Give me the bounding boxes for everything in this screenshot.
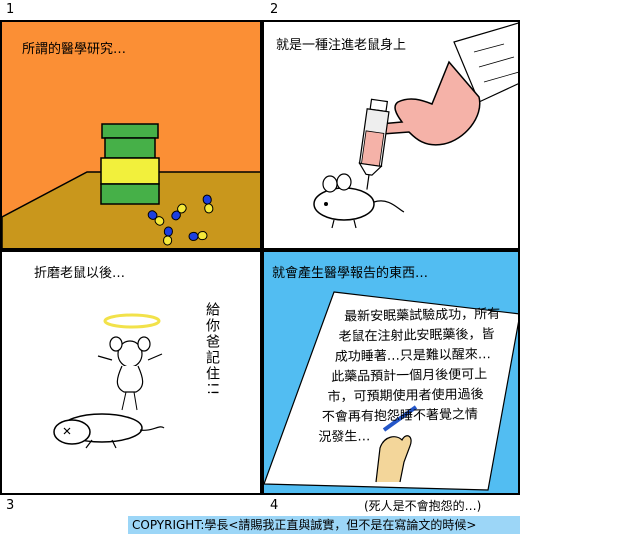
- panel-number-3: 3: [6, 498, 15, 513]
- capsule: [163, 226, 173, 246]
- syringe: [358, 98, 390, 190]
- panel-4-illustration: [264, 291, 518, 491]
- panel-1-illustration: [2, 123, 260, 248]
- dead-mouse: [53, 413, 165, 449]
- panel-number-4: 4: [270, 498, 279, 513]
- report-line: 此藥品預計一個月後便可上: [331, 367, 488, 385]
- lab-coat-sleeve: [453, 22, 518, 103]
- capsule: [202, 194, 214, 214]
- writing-hand: [375, 405, 418, 483]
- capsule: [147, 210, 165, 226]
- report-line: 市，可預期使用者使用過後: [327, 387, 484, 405]
- ghost-mouse: [97, 336, 163, 411]
- report-line: 成功睡著…只是難以醒來…: [334, 347, 491, 365]
- report-line: 最新安眠藥試驗成功，所有: [344, 306, 501, 325]
- panel-number-1: 1: [6, 2, 15, 17]
- gloved-hand: [374, 60, 481, 146]
- capsule: [188, 231, 208, 241]
- halo: [103, 313, 161, 329]
- report-line: 不會再有抱怨睡不著覺之情: [321, 407, 479, 426]
- medicine-jar: [100, 123, 160, 205]
- panel-4: 就會產生醫學報告的東西… 最新安眠藥試驗成功，所有 老鼠在注射此安眠藥後，皆 成…: [262, 250, 520, 495]
- mouse: [313, 173, 405, 229]
- copyright-bar: COPYRIGHT:學長<請賜我正直與誠實，但不是在寫論文的時候>: [128, 516, 520, 534]
- panel-3: 折磨老鼠以後… 給你爸記住!!: [0, 250, 262, 495]
- ghost-speech: 給你爸記住!!: [204, 302, 220, 398]
- report-line: 老鼠在注射此安眠藥後，皆: [338, 327, 495, 345]
- table-top: [2, 171, 260, 248]
- footnote: (死人是不會抱怨的…): [364, 499, 482, 513]
- report-line: 況發生…: [318, 429, 371, 446]
- panel-2-caption: 就是一種注進老鼠身上: [276, 38, 407, 53]
- panel-1: 所謂的醫學研究…: [0, 20, 262, 250]
- panel-number-2: 2: [270, 2, 279, 17]
- panel-3-caption: 折磨老鼠以後…: [34, 266, 126, 281]
- capsule: [171, 203, 187, 221]
- panel-3-illustration: [53, 313, 165, 449]
- panel-4-caption: 就會產生醫學報告的東西…: [272, 266, 429, 281]
- panel-1-caption: 所謂的醫學研究…: [22, 42, 127, 57]
- report-paper: [264, 291, 518, 491]
- panel-2-illustration: [313, 22, 518, 229]
- panel-2: 就是一種注進老鼠身上: [262, 20, 520, 250]
